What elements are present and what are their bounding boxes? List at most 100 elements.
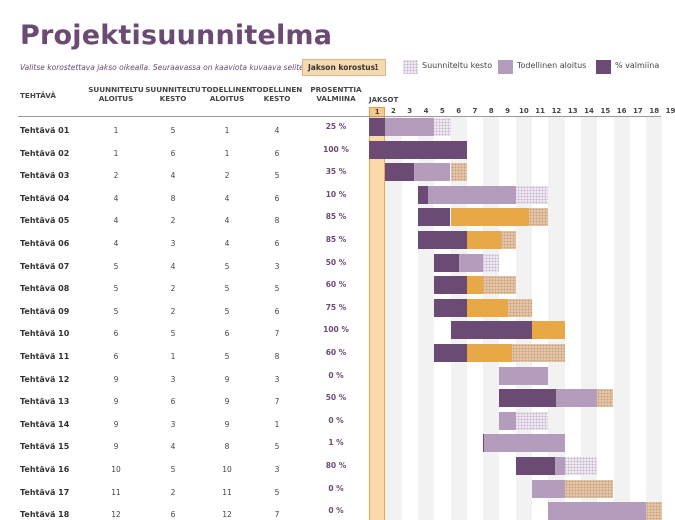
percent-complete-cell: 50 % bbox=[325, 257, 347, 267]
period-number-6: 6 bbox=[456, 107, 462, 115]
header-plan-start: SUUNNITELTU ALOITUS bbox=[88, 85, 144, 103]
period-number-2: 2 bbox=[391, 107, 396, 115]
task-name: Tehtävä 03 bbox=[20, 171, 70, 181]
actual-duration-cell: 5 bbox=[274, 284, 280, 294]
period-column-1 bbox=[369, 117, 386, 520]
percent-complete-cell: 0 % bbox=[328, 415, 344, 425]
plan-duration-cell: 1 bbox=[170, 352, 176, 361]
task-name: Tehtävä 11 bbox=[20, 352, 70, 361]
period-number-19: 19 bbox=[665, 107, 675, 115]
percent-complete-cell: 0 % bbox=[328, 483, 344, 493]
period-number-10: 10 bbox=[518, 107, 529, 115]
actual-duration-bar bbox=[483, 434, 565, 453]
task-name: Tehtävä 06 bbox=[20, 239, 70, 248]
period-column-15 bbox=[597, 117, 613, 520]
task-name: Tehtävä 09 bbox=[20, 306, 70, 316]
actual-duration-cell: 6 bbox=[274, 239, 280, 248]
actual-start-cell: 5 bbox=[224, 352, 230, 361]
period-number-18: 18 bbox=[649, 107, 660, 115]
plan-duration-cell: 4 bbox=[170, 261, 176, 271]
plan-start-cell: 5 bbox=[113, 261, 119, 271]
plan-start-cell: 9 bbox=[113, 442, 119, 452]
legend-actual-label: Todellinen aloitus bbox=[517, 61, 587, 70]
header-periods: JAKSOT bbox=[369, 96, 399, 104]
period-number-15: 15 bbox=[600, 107, 611, 115]
plan-start-cell: 4 bbox=[113, 239, 119, 248]
actual-beyond-plan-bar bbox=[450, 163, 467, 182]
plan-start-cell: 1 bbox=[113, 126, 119, 135]
plan-start-cell: 6 bbox=[113, 329, 119, 339]
plan-start-cell: 4 bbox=[113, 193, 119, 203]
percent-complete-cell: 60 % bbox=[325, 280, 347, 290]
actual-start-cell: 9 bbox=[224, 419, 230, 429]
percent-complete-bar bbox=[417, 208, 451, 227]
actual-duration-cell: 3 bbox=[274, 374, 280, 384]
period-column-12 bbox=[548, 117, 565, 520]
period-column-17 bbox=[630, 117, 646, 520]
actual-duration-cell: 3 bbox=[274, 465, 280, 474]
plan-duration-cell: 5 bbox=[170, 465, 176, 474]
percent-complete-bar bbox=[434, 253, 459, 272]
period-column-8 bbox=[483, 117, 500, 520]
percent-complete-bar bbox=[483, 434, 484, 453]
actual-duration-cell: 5 bbox=[274, 487, 280, 497]
actual-start-cell: 9 bbox=[224, 397, 230, 407]
period-column-2 bbox=[385, 117, 402, 520]
plan-start-cell: 9 bbox=[113, 419, 119, 429]
percent-complete-bar bbox=[385, 163, 414, 182]
header-percent-complete: PROSENTTIA VALMIINA bbox=[310, 85, 362, 103]
plan-start-cell: 9 bbox=[113, 397, 119, 407]
period-number-3: 3 bbox=[407, 107, 413, 115]
plan-duration-cell: 5 bbox=[170, 126, 176, 135]
actual-start-cell: 2 bbox=[224, 171, 230, 181]
complete-beyond-plan-bar bbox=[466, 344, 513, 362]
legend-complete-label: % valmiina bbox=[615, 61, 660, 70]
actual-start-cell: 1 bbox=[224, 148, 230, 158]
plan-duration-cell: 4 bbox=[170, 171, 176, 181]
actual-duration-cell: 7 bbox=[274, 397, 280, 407]
period-column-7 bbox=[467, 117, 483, 520]
period-column-19 bbox=[662, 117, 675, 520]
header-task: TEHTÄVÄ bbox=[20, 91, 56, 100]
task-name: Tehtävä 13 bbox=[20, 397, 70, 407]
task-name: Tehtävä 17 bbox=[20, 487, 70, 497]
actual-duration-bar bbox=[417, 185, 516, 204]
complete-beyond-plan-bar bbox=[466, 276, 484, 295]
period-highlight-value[interactable]: 1 bbox=[374, 63, 379, 72]
actual-duration-cell: 8 bbox=[274, 352, 280, 361]
period-number-4: 4 bbox=[423, 107, 429, 115]
plan-duration-cell: 6 bbox=[170, 397, 176, 407]
header-plan-duration: SUUNNITELTU KESTO bbox=[145, 85, 201, 103]
period-highlight-input[interactable]: Jakson korostus: 1 bbox=[302, 59, 386, 76]
actual-start-cell: 9 bbox=[224, 374, 230, 384]
task-name: Tehtävä 04 bbox=[20, 193, 70, 203]
actual-duration-cell: 4 bbox=[274, 126, 280, 135]
period-highlight-label: Jakson korostus: bbox=[308, 63, 379, 72]
percent-complete-cell: 80 % bbox=[325, 461, 347, 470]
period-number-16: 16 bbox=[616, 107, 627, 115]
percent-complete-cell: 35 % bbox=[325, 167, 347, 177]
plan-duration-cell: 2 bbox=[170, 487, 176, 497]
plan-duration-cell: 3 bbox=[170, 419, 176, 429]
legend-complete-swatch bbox=[596, 60, 611, 74]
actual-duration-cell: 5 bbox=[274, 171, 280, 181]
actual-start-cell: 10 bbox=[222, 465, 232, 474]
plan-start-cell: 11 bbox=[111, 487, 121, 497]
plan-start-cell: 5 bbox=[113, 306, 119, 316]
actual-start-cell: 5 bbox=[224, 284, 230, 294]
plan-start-cell: 12 bbox=[111, 510, 121, 520]
plan-start-cell: 9 bbox=[113, 374, 119, 384]
actual-duration-bar bbox=[499, 411, 516, 430]
legend-actual-swatch bbox=[498, 60, 513, 74]
task-name: Tehtävä 15 bbox=[20, 442, 70, 452]
period-number-7: 7 bbox=[472, 107, 478, 115]
actual-start-cell: 4 bbox=[224, 193, 230, 203]
percent-complete-bar bbox=[450, 321, 532, 340]
percent-complete-bar bbox=[499, 389, 557, 408]
plan-duration-cell: 6 bbox=[170, 510, 176, 520]
plan-duration-cell: 8 bbox=[170, 193, 176, 203]
actual-duration-cell: 7 bbox=[274, 510, 280, 520]
plan-start-cell: 2 bbox=[113, 171, 119, 181]
task-name: Tehtävä 08 bbox=[20, 284, 70, 294]
